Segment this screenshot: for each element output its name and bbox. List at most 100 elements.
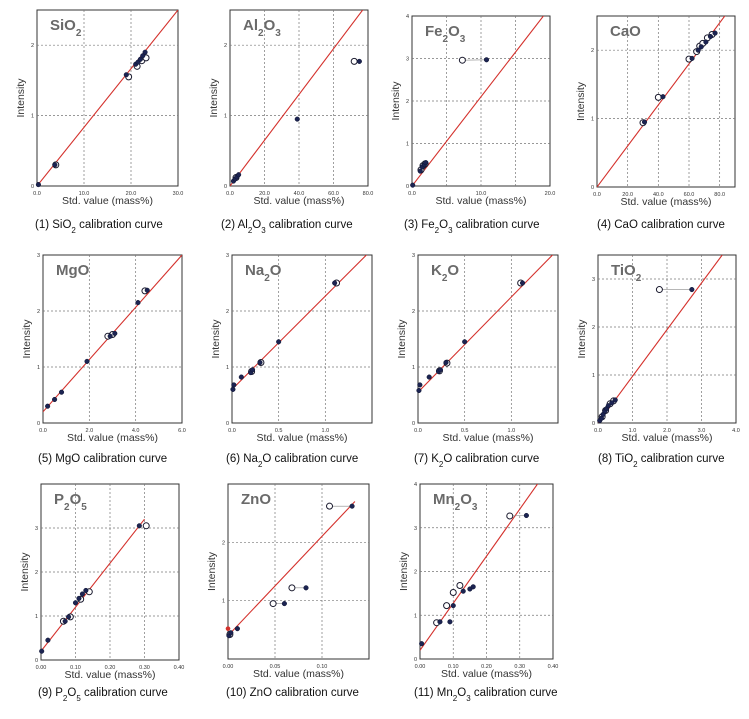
x-axis-label: Std. value (mass%) <box>442 432 533 444</box>
data-point-open <box>326 502 334 510</box>
data-point-filled <box>276 339 282 345</box>
data-point-filled <box>703 39 709 45</box>
data-point-open <box>269 600 277 608</box>
title-main: Fe <box>425 23 443 40</box>
data-point-filled <box>140 53 146 59</box>
x-tick-label: 10.0 <box>79 191 90 197</box>
data-point-open <box>456 582 464 589</box>
x-tick-label: 0.00 <box>223 664 234 670</box>
data-point-filled <box>236 172 242 178</box>
caption-suffix: calibration curve <box>452 453 539 465</box>
data-point-filled <box>83 587 89 594</box>
x-tick-label: 1.0 <box>508 428 516 434</box>
title-main: Na <box>245 262 265 279</box>
subscript: 2 <box>63 694 68 703</box>
caption-prefix: (7) K <box>414 453 439 465</box>
y-tick-label: 0 <box>35 658 38 664</box>
y-tick-label: 2 <box>592 325 595 331</box>
chart-title: MgO <box>56 262 90 279</box>
title-tail: O <box>70 491 82 508</box>
x-tick-label: 1.0 <box>629 428 637 434</box>
caption-prefix: (5) MgO <box>38 453 80 465</box>
chart-title: CaO <box>610 23 641 40</box>
y-tick-label: 0 <box>226 421 229 427</box>
data-point-filled <box>249 367 256 373</box>
y-tick-label: 1 <box>224 114 227 120</box>
y-tick-label: 3 <box>412 253 415 259</box>
data-point-filled <box>39 648 45 654</box>
caption-suffix: calibration curve <box>471 687 558 699</box>
y-tick-label: 2 <box>226 309 229 315</box>
title-tail: O <box>448 23 460 40</box>
calibration-fit-line <box>232 255 368 390</box>
chart-caption: (1) SiO2 calibration curve <box>35 219 163 235</box>
data-point-filled <box>417 168 423 174</box>
subscript: 3 <box>466 694 471 703</box>
caption-mid: O <box>252 219 261 231</box>
x-tick-label: 20.0 <box>126 191 137 197</box>
y-axis-label: Intensity <box>575 81 587 121</box>
x-tick-label: 0.0 <box>408 191 416 197</box>
data-point-open <box>443 602 451 610</box>
y-tick-label: 3 <box>35 526 38 532</box>
x-tick-label: 60.0 <box>328 191 339 197</box>
chart-title: TiO2 <box>611 262 642 284</box>
y-tick-label: 3 <box>37 253 40 259</box>
data-point-open <box>350 57 358 65</box>
caption-suffix: calibration curve <box>271 453 358 465</box>
x-axis-label: Std. value (mass%) <box>253 195 344 207</box>
title-main: P <box>54 491 64 508</box>
y-axis-label: Intensity <box>15 78 27 118</box>
data-point-filled <box>45 637 51 643</box>
data-point-filled <box>356 58 362 64</box>
data-point-open <box>288 584 296 592</box>
chart-title: Mn2O3 <box>433 491 478 513</box>
y-tick-label: 1 <box>414 613 417 619</box>
x-tick-label: 4.0 <box>132 428 140 434</box>
y-tick-label: 4 <box>406 14 409 20</box>
y-tick-label: 3 <box>406 57 409 63</box>
x-tick-label: 0.0 <box>39 428 47 434</box>
data-point-filled <box>605 403 611 409</box>
x-tick-label: 0.0 <box>226 191 234 197</box>
data-point-filled <box>66 614 72 620</box>
data-point-filled <box>234 626 240 632</box>
caption-prefix: (2) Al <box>221 219 248 231</box>
data-point-filled <box>112 330 118 336</box>
subscript: 2 <box>76 28 82 39</box>
data-point-filled <box>52 396 58 403</box>
data-point-filled <box>523 512 529 519</box>
x-axis-label: Std. value (mass%) <box>64 669 155 681</box>
chart-title: SiO2 <box>50 17 82 39</box>
data-point-filled <box>712 30 718 36</box>
data-point-filled <box>257 359 263 366</box>
calibration-fit-line <box>598 255 723 423</box>
data-point-filled <box>137 56 143 62</box>
data-point-open <box>449 589 457 596</box>
y-tick-label: 1 <box>412 365 415 371</box>
data-point-filled <box>142 49 148 55</box>
chart-title: Al2O3 <box>243 17 281 39</box>
chart-title: K2O <box>431 262 459 284</box>
data-point-filled <box>707 33 714 40</box>
data-point-filled <box>238 374 244 380</box>
y-tick-label: 2 <box>412 309 415 315</box>
y-tick-label: 2 <box>414 570 417 576</box>
caption-prefix: (4) CaO <box>597 219 638 231</box>
y-tick-label: 1 <box>31 114 34 120</box>
chart-caption: (11) Mn2O3 calibration curve <box>414 687 558 703</box>
y-tick-label: 1 <box>591 117 594 123</box>
data-point-filled <box>52 162 58 168</box>
x-tick-label: 0.00 <box>415 664 426 670</box>
title-main: CaO <box>610 23 641 40</box>
data-point-filled <box>483 57 490 63</box>
data-point-filled <box>437 367 443 373</box>
caption-suffix: calibration curve <box>638 219 725 231</box>
data-point-filled <box>609 400 615 406</box>
subscript: 2 <box>71 226 76 235</box>
y-tick-label: 2 <box>222 540 225 546</box>
x-tick-label: 20.0 <box>259 191 270 197</box>
chart-caption: (9) P2O5 calibration curve <box>38 687 168 703</box>
